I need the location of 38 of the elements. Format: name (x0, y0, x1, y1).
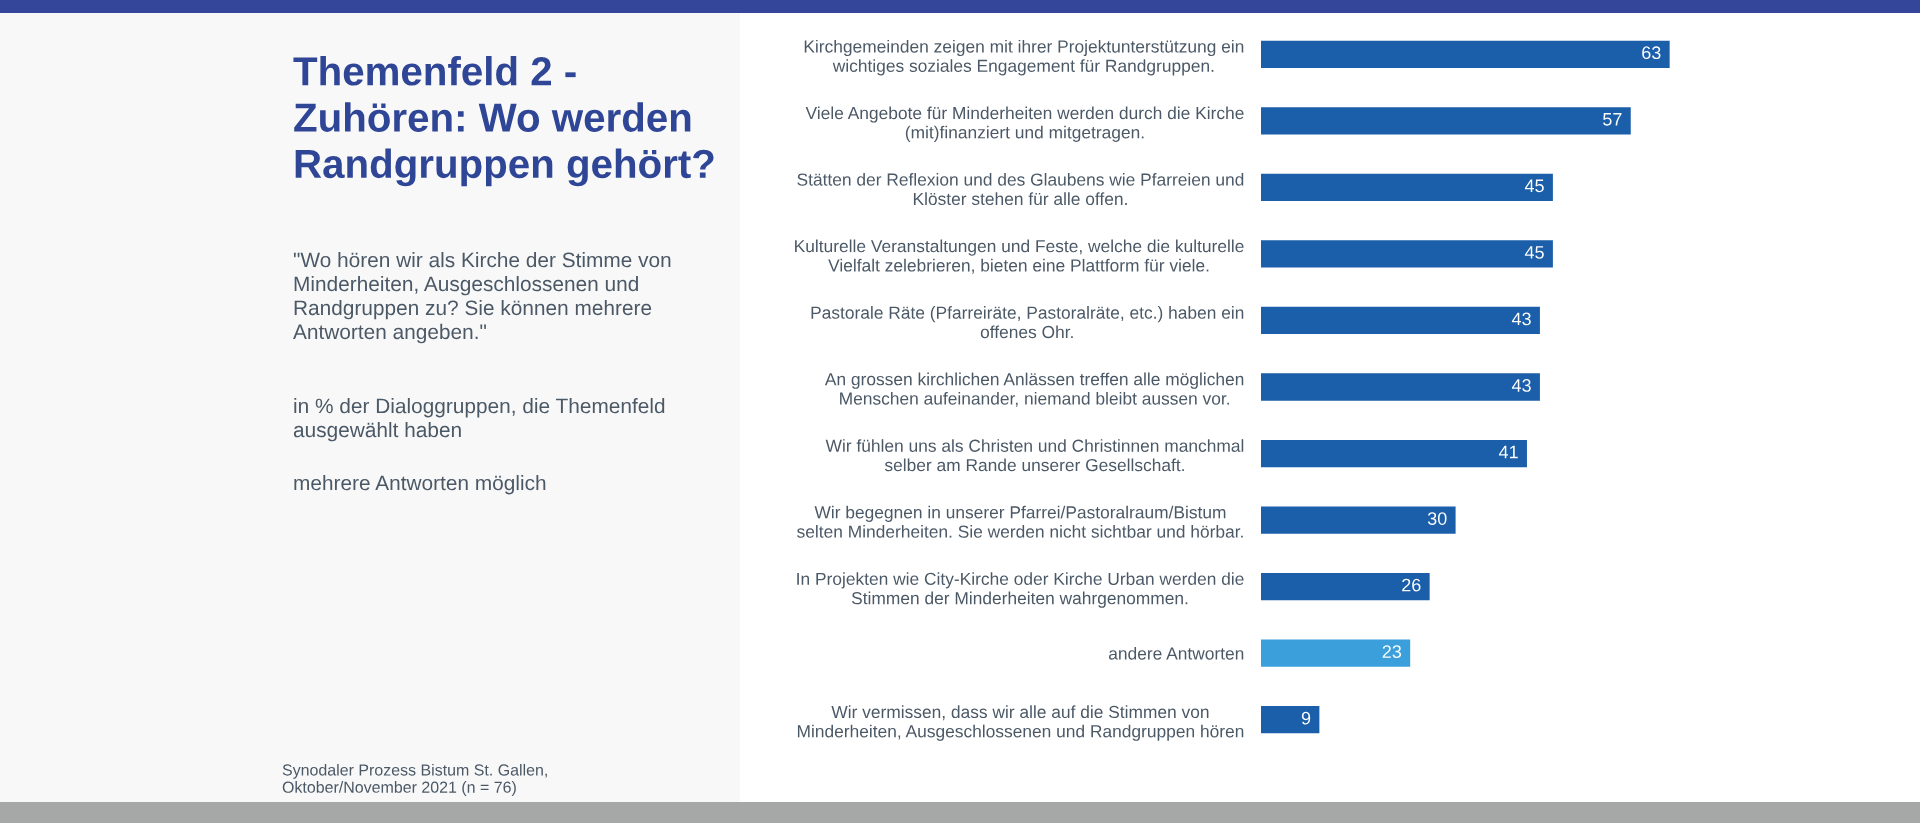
y-tick-label: Kirchgemeinden zeigen mit ihrer Projektunterstützung ein wichtiges soziales Engagement für Randgruppen. (804, 39, 1244, 76)
y-tick-label: Wir vermissen, dass wir alle auf die Stimmen von Minderheiten, Ausgeschlossenen und Randgruppen hören (797, 705, 1244, 741)
data-label: 43 (1511, 312, 1531, 326)
bar (1261, 107, 1631, 135)
y-tick-label: Pastorale Räte (Pfarreiräte, Pastoralräte, etc.) haben ein offenes Ohr. (811, 306, 1244, 339)
y-tick-label: Wir fühlen uns als Christen und Christinnen manchmal selber am Rande unserer Gesellschaft. (825, 439, 1244, 472)
bar (1261, 40, 1670, 68)
text: "Wo hören wir als Kirche der Stimme von Minderheiten, Ausgeschlossenen und Randgruppen zu? Sie können mehrere Antworten angeben." (293, 252, 671, 344)
bar (1261, 173, 1553, 202)
bar (1261, 306, 1540, 335)
data-label: 57 (1603, 113, 1622, 126)
bar (1261, 572, 1430, 601)
text: Themenfeld 2 - Zuhören: Wo werden Randgruppen gehört? (293, 56, 714, 187)
data-label: 45 (1524, 179, 1544, 193)
y-tick-label: Wir begegnen in unserer Pfarrei/Pastoralraum/Bistum selten Minderheiten. Sie werden nicht sichtbar und hörbar. (797, 505, 1243, 538)
data-label: 23 (1382, 645, 1402, 659)
data-label: 26 (1402, 578, 1421, 592)
y-tick-label: Viele Angebote für Minderheiten werden durch die Kirche (mit)finanziert und mitgetragen. (805, 106, 1244, 142)
data-label: 45 (1524, 246, 1544, 259)
bar (1261, 240, 1553, 268)
data-label: 9 (1301, 711, 1311, 725)
data-label: 63 (1642, 46, 1661, 60)
y-tick-label: Kulturelle Veranstaltungen und Feste, welche die kulturelle Vielfalt zelebrieren, bieten eine Plattform für viele. (795, 239, 1244, 274)
data-label: 41 (1498, 445, 1518, 459)
bar (1261, 373, 1540, 401)
bar (1261, 439, 1527, 468)
y-tick-label: In Projekten wie City-Kirche oder Kirche Urban werden die Stimmen der Minderheiten wahrgenommen. (797, 572, 1244, 608)
text: Synodaler Prozess Bistum St. Gallen, Oktober/November 2021 (n = 76) (282, 763, 547, 796)
text: in % der Dialoggruppen, die Themenfeld ausgewählt haben (293, 398, 665, 442)
bar (1261, 506, 1456, 534)
text: mehrere Antworten möglich (294, 475, 546, 495)
y-tick-label: Stätten der Reflexion und des Glaubens wie Pfarreien und Klöster stehen für alle offen. (797, 172, 1244, 206)
y-tick-label: andere Antworten (1108, 646, 1244, 660)
data-label: 30 (1427, 512, 1447, 525)
y-tick-label: An grossen kirchlichen Anlässen treffen alle möglichen Menschen aufeinander, niemand bleibt aussen vor. (824, 372, 1244, 407)
bar (1261, 706, 1320, 734)
data-label: 43 (1511, 379, 1531, 392)
bar (1261, 639, 1411, 667)
